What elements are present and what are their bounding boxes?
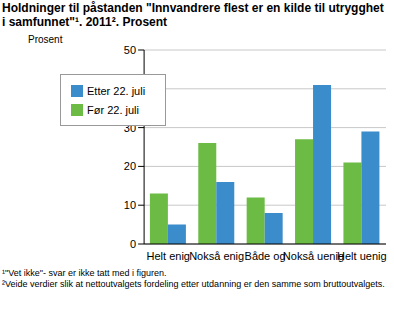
svg-text:20: 20: [124, 160, 136, 172]
svg-text:10: 10: [124, 199, 136, 211]
svg-text:Helt uenig: Helt uenig: [337, 250, 386, 262]
svg-text:40: 40: [124, 83, 136, 95]
svg-text:Både og: Både og: [245, 250, 286, 262]
svg-text:0: 0: [130, 238, 136, 250]
svg-text:Nokså uenig: Nokså uenig: [283, 250, 344, 262]
svg-text:50: 50: [124, 44, 136, 56]
svg-text:30: 30: [124, 122, 136, 134]
svg-text:Helt enig: Helt enig: [147, 250, 190, 262]
svg-text:Nokså enig: Nokså enig: [189, 250, 244, 262]
